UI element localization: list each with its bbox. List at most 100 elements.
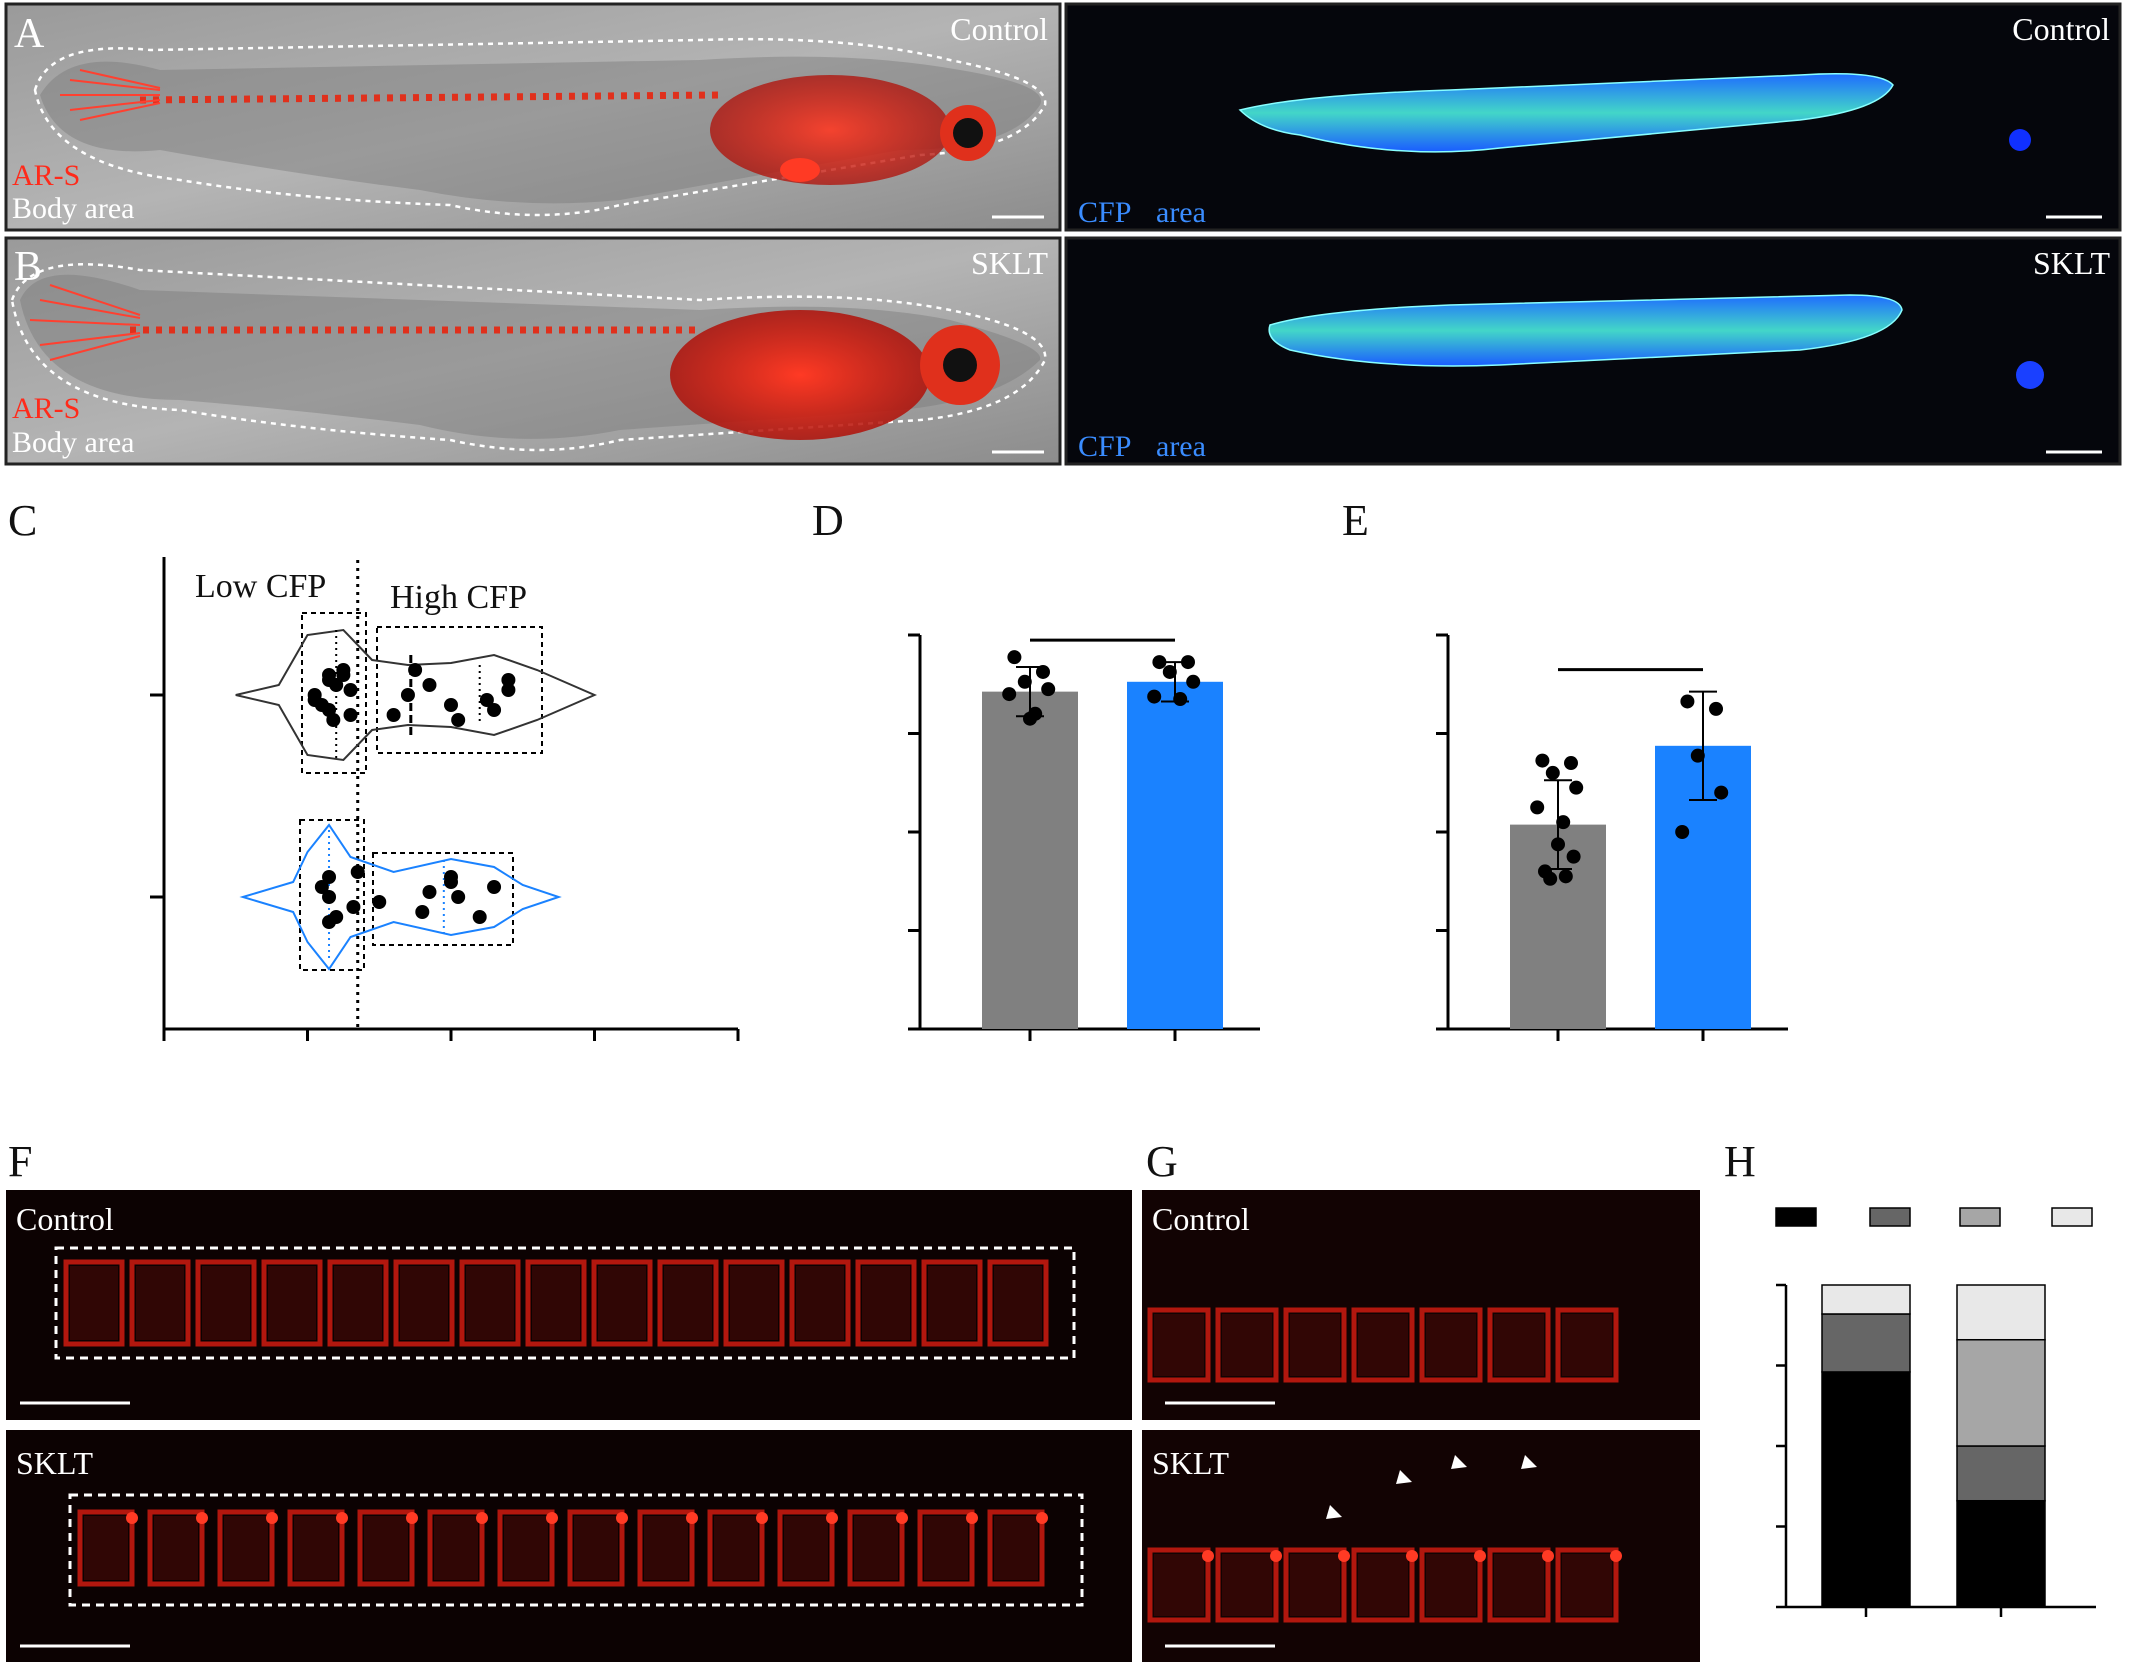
vertebra-body <box>466 1266 514 1340</box>
data-point-control <box>336 668 351 682</box>
data-point <box>1709 701 1723 716</box>
vertebra <box>217 1509 275 1587</box>
vertebra <box>1147 1307 1211 1383</box>
arch-spot <box>1610 1550 1622 1562</box>
vertebra-body <box>1222 1314 1272 1376</box>
high-cfp-label: High CFP <box>390 579 527 616</box>
vertebra <box>129 1259 191 1347</box>
data-point <box>1007 650 1022 665</box>
arch-spot <box>476 1512 488 1524</box>
vertebra-body <box>1358 1314 1408 1376</box>
data-point <box>1558 869 1573 884</box>
violin-sklt <box>239 823 562 971</box>
arrowhead-4 <box>1521 1455 1537 1469</box>
data-point-control <box>501 683 516 697</box>
data-point <box>1152 655 1167 670</box>
body-area-outline <box>10 263 1047 452</box>
vertebra-body <box>268 1266 316 1340</box>
vertebra-body <box>714 1516 758 1580</box>
yolk-stain <box>780 158 820 182</box>
vertebra-body <box>664 1266 712 1340</box>
bar-sklt <box>1127 681 1223 1029</box>
vertebra-body <box>784 1516 828 1580</box>
vertebra-body <box>1426 1554 1476 1616</box>
data-point-sklt <box>350 865 365 879</box>
roi-box-control <box>54 1246 1076 1360</box>
bar-control <box>982 691 1078 1029</box>
body-area-outline <box>33 37 1047 217</box>
data-point <box>1181 655 1195 670</box>
data-point <box>1566 849 1581 864</box>
vertebra <box>1351 1547 1415 1623</box>
legend-cfp-area-a: area <box>1156 196 1206 229</box>
vertebra-body <box>862 1266 910 1340</box>
data-point-sklt <box>422 885 437 899</box>
legend-swatch <box>2051 1207 2093 1227</box>
data-point <box>1680 694 1695 709</box>
vertebra <box>287 1509 345 1587</box>
vertebra-body <box>1562 1554 1612 1616</box>
legend-swatch <box>1869 1207 1911 1227</box>
data-point <box>1036 664 1050 679</box>
panel-d: D <box>812 496 1260 1041</box>
data-point-control <box>444 698 458 712</box>
vertebra-body <box>854 1516 898 1580</box>
vertebra <box>777 1509 835 1587</box>
data-point <box>1041 682 1056 697</box>
vertebra-body <box>202 1266 250 1340</box>
legend-swatch <box>1775 1207 1817 1227</box>
vertebra <box>987 1509 1045 1587</box>
panel-letter-h: H <box>1724 1137 1756 1186</box>
stacked-segment-control <box>1821 1284 1911 1315</box>
vertebra <box>459 1259 521 1347</box>
data-point <box>1017 674 1032 689</box>
legend-stain-b: AR-S <box>12 392 80 425</box>
data-point-control <box>451 713 466 727</box>
vertebra-body <box>364 1516 408 1580</box>
vertebra <box>525 1259 587 1347</box>
arch-spot <box>406 1512 418 1524</box>
data-point-sklt <box>487 880 502 894</box>
panel-a: A Control AR-S Body area Control CFP are… <box>4 2 2122 232</box>
vertebra-body <box>994 1516 1038 1580</box>
arch-spot <box>966 1512 978 1524</box>
arch-spot <box>546 1512 558 1524</box>
panel-letter-f: F <box>8 1137 32 1186</box>
vertebra-body <box>154 1516 198 1580</box>
vertebra <box>393 1259 455 1347</box>
vertebra <box>789 1259 851 1347</box>
data-point <box>1023 711 1037 726</box>
vertebra-body <box>574 1516 618 1580</box>
data-point <box>1530 800 1545 815</box>
data-point-sklt <box>346 900 361 914</box>
vertebra <box>987 1259 1049 1347</box>
data-point-control <box>322 673 337 687</box>
vertebra-body <box>924 1516 968 1580</box>
arch-spot <box>756 1512 768 1524</box>
arrowhead-1 <box>1326 1505 1342 1519</box>
data-point-control <box>343 708 358 722</box>
fin-rays <box>60 69 161 121</box>
vertebra-body <box>400 1266 448 1340</box>
pupil <box>943 348 977 382</box>
arch-spot <box>196 1512 208 1524</box>
data-point <box>1162 664 1177 679</box>
vertebra <box>707 1509 765 1587</box>
panel-letter-b: B <box>14 244 42 290</box>
data-point-control <box>479 693 494 707</box>
arrowhead-3 <box>1451 1455 1467 1469</box>
panel-f: F Control SKLT <box>6 1137 1132 1662</box>
vertebra <box>567 1509 625 1587</box>
panel-g: G Control SKLT <box>1142 1137 1700 1662</box>
arches-row-control <box>1147 1307 1619 1383</box>
vertebra <box>1215 1307 1279 1383</box>
panel-h: H <box>1724 1137 2096 1617</box>
vertebra <box>1419 1307 1483 1383</box>
arch-spot <box>266 1512 278 1524</box>
head-stain <box>710 75 950 185</box>
vertebra <box>591 1259 653 1347</box>
vertebra <box>63 1259 125 1347</box>
condition-label-g-top: Control <box>1152 1201 1250 1237</box>
arch-spot <box>336 1512 348 1524</box>
vertebra <box>1419 1547 1483 1623</box>
